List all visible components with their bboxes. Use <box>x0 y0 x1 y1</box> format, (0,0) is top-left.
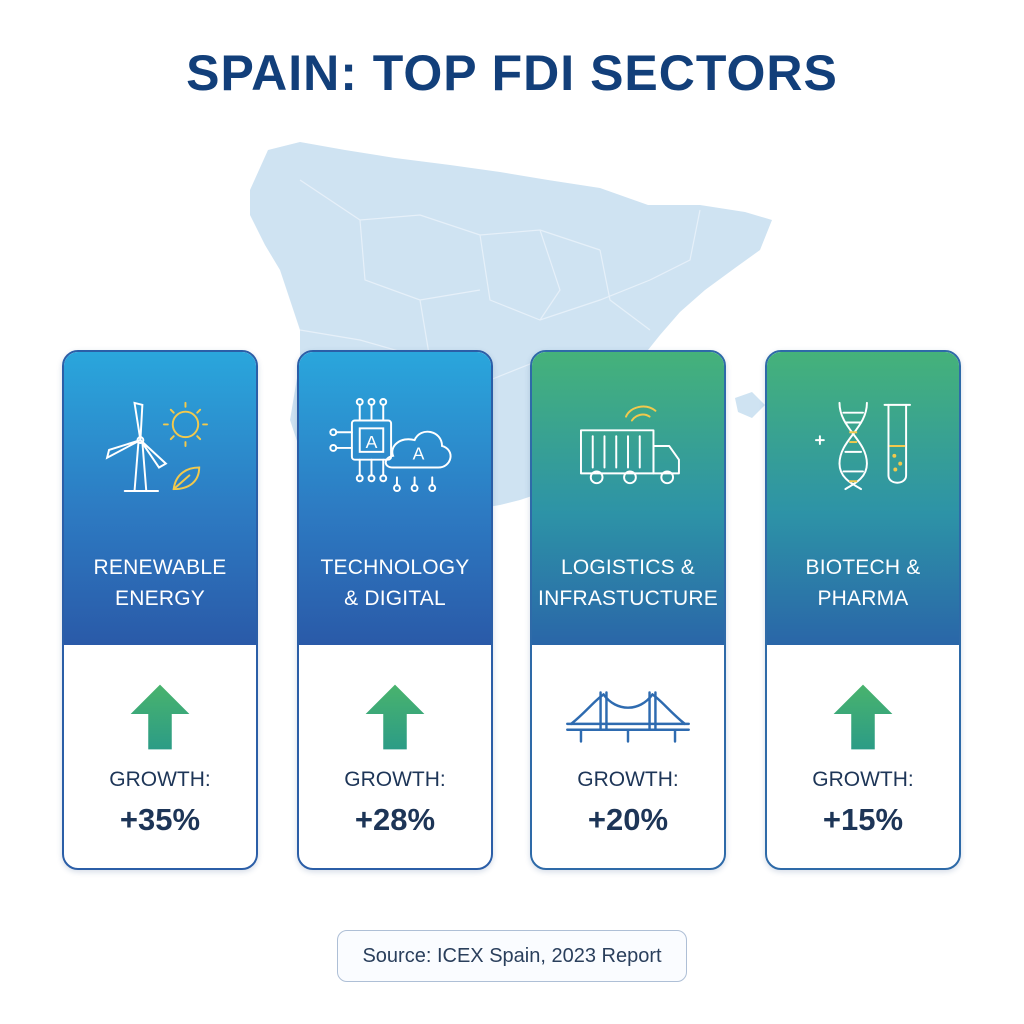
sector-card-renewable-energy: RENEWABLE ENERGY GROWTH: +35% <box>62 350 258 870</box>
page-title: SPAIN: TOP FDI SECTORS <box>186 45 838 101</box>
bridge-icon <box>566 691 690 743</box>
sector-card-logistics-infrastructure: LOGISTICS & INFRASTUCTURE GROWTH: +20% <box>530 350 726 870</box>
wind-turbine-sun-leaf-icon <box>105 401 208 493</box>
card-header: A A TECHNOLOGY & DIGITAL <box>299 352 491 645</box>
growth-value: +15% <box>822 802 904 837</box>
svg-text:A: A <box>413 444 425 464</box>
dna-test-tube-icon <box>815 401 911 491</box>
growth-value: +35% <box>119 802 201 837</box>
sector-name-line1: TECHNOLOGY <box>320 556 470 579</box>
sector-name-line1: BIOTECH & <box>805 556 921 579</box>
delivery-truck-icon <box>580 405 680 485</box>
growth-label: GROWTH: <box>109 768 211 791</box>
growth-label: GROWTH: <box>577 768 679 791</box>
sector-card-technology-digital: A A TECHNOLOGY & DIGITAL GROWTH: +28% <box>297 350 493 870</box>
card-header: BIOTECH & PHARMA <box>767 352 959 645</box>
card-header: RENEWABLE ENERGY <box>64 352 256 645</box>
sector-card-biotech-pharma: BIOTECH & PHARMA GROWTH: +15% <box>765 350 961 870</box>
up-arrow-icon <box>365 684 425 750</box>
sector-name-line2: PHARMA <box>817 587 909 610</box>
growth-label: GROWTH: <box>344 768 446 791</box>
source-note: Source: ICEX Spain, 2023 Report <box>337 930 687 982</box>
sector-name-line2: & DIGITAL <box>344 587 446 610</box>
growth-value: +20% <box>587 802 669 837</box>
svg-text:A: A <box>366 432 378 452</box>
chip-ai-cloud-icon: A A <box>329 397 452 493</box>
sector-name-line1: RENEWABLE <box>93 556 227 579</box>
sector-name-line2: ENERGY <box>115 587 205 610</box>
sector-name-line1: LOGISTICS & <box>560 556 696 579</box>
growth-value: +28% <box>354 802 436 837</box>
up-arrow-icon <box>130 684 190 750</box>
card-header: LOGISTICS & INFRASTUCTURE <box>532 352 724 645</box>
sector-name-line2: INFRASTUCTURE <box>538 587 718 610</box>
growth-label: GROWTH: <box>812 768 914 791</box>
up-arrow-icon <box>833 684 893 750</box>
